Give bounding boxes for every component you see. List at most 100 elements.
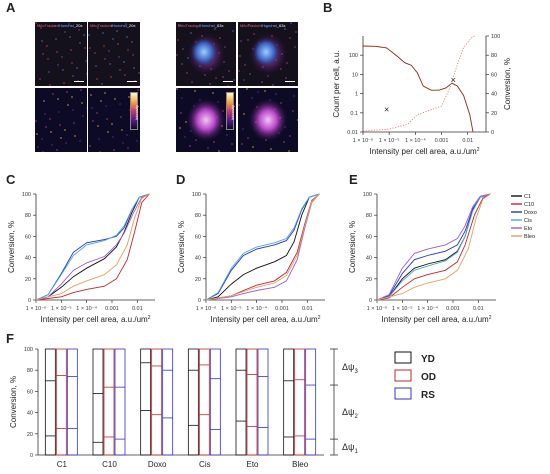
panel-b-y-tick-label-left: 10 bbox=[352, 72, 358, 78]
panel-d-x-tick-label: 1 × 10⁻⁵ bbox=[221, 305, 242, 312]
panel-f-legend-label-rs: RS bbox=[421, 390, 435, 401]
micrograph-intensity-3: Intensity bbox=[176, 88, 236, 152]
panel-c-series-cis bbox=[35, 193, 150, 301]
panel-f-y-tick-label: 20 bbox=[27, 432, 33, 438]
stain-mitotracker: MitoTracker bbox=[37, 23, 58, 28]
panel-f-category-label: C10 bbox=[102, 460, 117, 469]
panel-d-series-c1 bbox=[205, 193, 320, 301]
panel-f-bar-bleo-rs bbox=[305, 348, 317, 456]
panel-f-bar-cis-rs bbox=[209, 348, 221, 456]
panel-f-bar-c10-od bbox=[103, 348, 115, 456]
panel-c-series-c10 bbox=[35, 193, 150, 301]
panel-f-bar-cis-yd bbox=[187, 348, 199, 456]
panel-d-x-axis-label-sup: 2 bbox=[318, 315, 321, 321]
panel-f-category-label: Bleo bbox=[292, 460, 309, 469]
panel-c-x-tick-label: 1 × 10⁻⁴ bbox=[76, 305, 97, 312]
scale-bar bbox=[285, 80, 295, 82]
panel-d-series-bleo bbox=[205, 193, 320, 301]
stain-hoechst: Hoechst bbox=[262, 23, 277, 28]
micrograph-fluorescence-2: MitoTracker/Hoechst_20x bbox=[88, 22, 140, 86]
panel-f-bar-c1-yd bbox=[44, 348, 56, 456]
panel-c-series-bleo bbox=[35, 193, 150, 301]
panel-d-y-tick-label: 80 bbox=[195, 213, 201, 219]
panel-d-x-tick-label: 0.001 bbox=[275, 306, 289, 312]
panel-f-region-label-sub: 2 bbox=[354, 414, 358, 420]
legend-label-bleo: Bleo bbox=[524, 234, 535, 240]
panel-d-y-tick-label: 40 bbox=[195, 256, 201, 262]
panel-f-bar-cis-od bbox=[198, 348, 210, 456]
panel-f-category-label: Cis bbox=[199, 460, 211, 469]
magnification: 63x bbox=[279, 23, 286, 28]
intensity-colorbar bbox=[130, 92, 138, 130]
panel-e-y-tick-label: 20 bbox=[366, 277, 372, 283]
panel-f-bar-c1-od bbox=[55, 348, 67, 456]
panel-e-series-cis bbox=[376, 193, 491, 301]
panel-e-x-tick-label: 0.001 bbox=[446, 306, 460, 312]
panel-f-y-tick-label: 0 bbox=[30, 453, 33, 459]
panel-b-x-axis-label: Intensity per cell area, a.u./um2 bbox=[370, 147, 480, 156]
micrograph-title-4: MitoTracker/Hoechst_63x bbox=[240, 23, 286, 28]
panel-e-y-axis-label: Conversion, % bbox=[348, 221, 357, 273]
panel-b-x-tick-label: 1 × 10⁻⁶ bbox=[353, 137, 374, 144]
stain-hoechst: Hoechst bbox=[200, 23, 215, 28]
panel-b-series-2 bbox=[362, 35, 476, 132]
panel-f-bar-c1-rs bbox=[66, 348, 78, 456]
panel-f-bar-eto-yd bbox=[235, 348, 247, 456]
panel-b-y-tick-label-left: 100 bbox=[349, 53, 358, 59]
panel-b-y-tick-label-right: 20 bbox=[491, 111, 497, 117]
panel-d-y-tick-label: 0 bbox=[198, 298, 201, 304]
panel-c-y-tick-label: 0 bbox=[28, 298, 31, 304]
stain-hoechst: Hoechst bbox=[112, 23, 127, 28]
panel-e-series-bleo bbox=[376, 193, 491, 301]
panel-d-y-axis-label: Conversion, % bbox=[177, 221, 186, 273]
panel-f-category-label: Eto bbox=[246, 460, 259, 469]
panel-c-x-tick-label: 1 × 10⁻⁶ bbox=[26, 305, 47, 312]
panel-b-x-tick-label: 1 × 10⁻⁴ bbox=[405, 137, 426, 144]
panel-c-y-tick-label: 80 bbox=[25, 213, 31, 219]
panel-c-y-tick-label: 100 bbox=[22, 192, 31, 198]
panel-f-bar-doxo-od bbox=[151, 348, 163, 456]
panel-f-y-tick-label: 60 bbox=[27, 389, 33, 395]
panel-c-x-tick-label: 1 × 10⁻⁵ bbox=[51, 305, 72, 312]
panel-b-series-1 bbox=[362, 45, 474, 133]
panel-c-y-axis-label: Conversion, % bbox=[7, 221, 16, 273]
panel-e-x-tick-label: 1 × 10⁻⁵ bbox=[392, 305, 413, 312]
panel-b-y-tick-label-right: 60 bbox=[491, 72, 497, 78]
panel-d-y-tick-label: 60 bbox=[195, 234, 201, 240]
micrograph-fluorescence-4: MitoTracker/Hoechst_63x bbox=[238, 22, 298, 86]
panel-d-x-axis-label: Intensity per cell area, a.u./um2 bbox=[211, 315, 321, 324]
stain-mitotracker: MitoTracker bbox=[240, 23, 261, 28]
panel-b-y-tick-label-left: 0.01 bbox=[347, 130, 358, 136]
panel-b-x-tick-label: 1 × 10⁻⁵ bbox=[379, 137, 400, 144]
panel-e-series-doxo bbox=[376, 193, 491, 301]
panel-e-label: E bbox=[349, 172, 358, 187]
panel-f-legend-swatch-rs bbox=[394, 387, 412, 400]
panel-f-label: F bbox=[6, 331, 14, 346]
panel-c-x-tick-label: 0.01 bbox=[132, 306, 143, 312]
panel-f-region-label-1: Δψ3 bbox=[342, 362, 358, 375]
panel-d-y-tick-label: 100 bbox=[192, 192, 201, 198]
magnification: 63x bbox=[217, 23, 224, 28]
panel-d-x-tick-label: 0.01 bbox=[302, 306, 313, 312]
panel-c-x-axis-label: Intensity per cell area, a.u./um2 bbox=[41, 315, 151, 324]
panel-b-label: B bbox=[323, 0, 333, 15]
panel-e-y-tick-label: 60 bbox=[366, 234, 372, 240]
panel-b-y-tick-label-right: 40 bbox=[491, 92, 497, 98]
panel-f-bar-c10-yd bbox=[92, 348, 104, 456]
panel-c-y-tick-label: 20 bbox=[25, 277, 31, 283]
scale-bar bbox=[74, 80, 84, 82]
intensity-colorbar bbox=[226, 92, 234, 130]
panel-b-x-tick-label: 0.001 bbox=[435, 138, 449, 144]
panel-f-legend-label-yd: YD bbox=[421, 354, 435, 365]
panel-a-label: A bbox=[6, 0, 16, 15]
panel-e-x-tick-label: 1 × 10⁻⁴ bbox=[417, 305, 438, 312]
panel-b-y-axis-label-right: Conversion, % bbox=[503, 58, 512, 110]
panel-c-label: C bbox=[6, 172, 16, 187]
stain-mitotracker: MitoTracker bbox=[90, 23, 111, 28]
magnification: 20x bbox=[76, 23, 83, 28]
micrograph-intensity-4 bbox=[238, 88, 298, 152]
panel-b-x-tick-label: 0.01 bbox=[462, 138, 473, 144]
legend-label-c10: C10 bbox=[524, 202, 534, 208]
panel-e-x-tick-label: 1 × 10⁻⁶ bbox=[367, 305, 388, 312]
